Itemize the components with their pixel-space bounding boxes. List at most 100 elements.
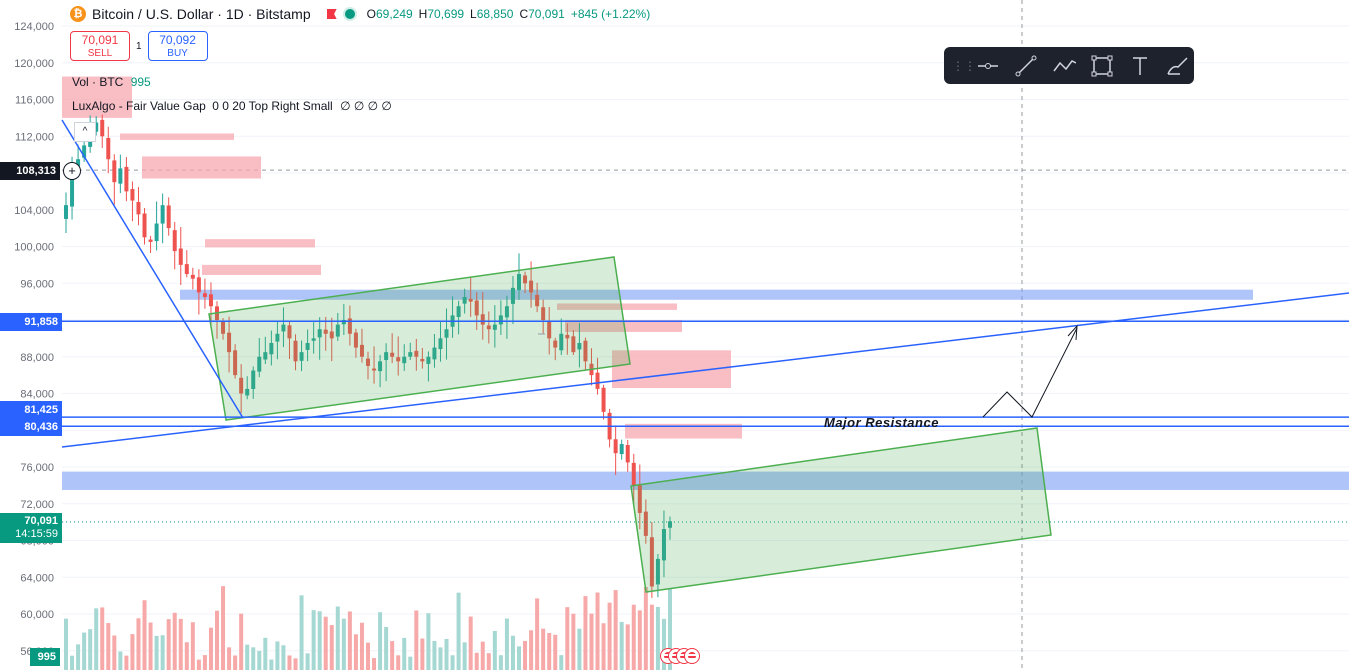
volume-bar xyxy=(535,598,540,670)
y-tick-label: 96,000 xyxy=(20,278,54,290)
volume-indicator-label: Vol · BTC xyxy=(72,75,124,89)
volume-bar xyxy=(462,642,467,670)
volume-indicator-legend[interactable]: Vol · BTC 995 xyxy=(72,75,151,89)
candle-body xyxy=(529,280,534,293)
path-icon[interactable] xyxy=(1052,54,1076,78)
candle-body xyxy=(492,324,497,330)
ohlc-close-value: 70,091 xyxy=(528,7,565,21)
candle-body xyxy=(601,387,606,412)
fvg-bear-zone xyxy=(205,239,315,248)
candle-body xyxy=(160,205,165,224)
volume-bar xyxy=(408,656,413,670)
candle-body xyxy=(245,388,250,396)
volume-bar xyxy=(613,590,618,670)
green-channel-lower xyxy=(630,427,1052,593)
fvg-indicator-legend[interactable]: LuxAlgo - Fair Value Gap 0 0 20 Top Righ… xyxy=(72,99,392,113)
economic-events[interactable] xyxy=(660,648,700,664)
fvg-bear-zone xyxy=(142,156,261,179)
candle-body xyxy=(76,159,81,167)
flag-icon[interactable] xyxy=(326,9,337,19)
symbol-title[interactable]: Bitcoin / U.S. Dollar · 1D · Bitstamp xyxy=(92,6,311,22)
blue-zone xyxy=(62,471,1349,490)
volume-bar xyxy=(504,618,509,670)
candle-body xyxy=(281,324,286,332)
candle-body xyxy=(329,331,334,339)
volume-bar xyxy=(353,634,358,670)
volume-bar xyxy=(148,622,153,670)
y-axis[interactable]: 124,000120,000116,000112,000108,000104,0… xyxy=(14,21,54,658)
grip-icon[interactable]: ⋮⋮ xyxy=(952,58,976,73)
brush-icon[interactable] xyxy=(1166,54,1190,78)
volume-bar xyxy=(287,655,292,670)
candle-body xyxy=(619,444,624,455)
y-tick-label: 120,000 xyxy=(14,58,54,70)
fvg-bear-zone xyxy=(565,320,682,332)
drawing-toolbar: ⋮⋮ xyxy=(944,47,1194,84)
last-price-tag: 70,091 14:15:59 xyxy=(0,513,62,543)
volume-bar xyxy=(529,630,534,670)
volume-bar xyxy=(196,659,201,670)
us-flag-icon[interactable] xyxy=(684,648,700,664)
volume-bar xyxy=(221,586,226,670)
collapse-legend-button[interactable]: ^ xyxy=(74,122,96,142)
candle-body xyxy=(305,342,310,350)
level-tag-80436: 80,436 xyxy=(0,418,62,436)
volume-bar xyxy=(347,611,352,670)
ohlc-open-key: O xyxy=(366,7,376,21)
add-alert-plus-icon[interactable]: + xyxy=(63,162,81,180)
volume-bar xyxy=(245,644,250,670)
volume-bar xyxy=(498,655,503,670)
volume-bar xyxy=(517,646,521,670)
volume-bar xyxy=(492,630,497,670)
volume-bar xyxy=(184,642,189,670)
volume-bar xyxy=(366,642,370,670)
volume-bar xyxy=(486,653,491,670)
rectangle-icon[interactable] xyxy=(1090,54,1114,78)
candle-body xyxy=(172,230,177,252)
candle-body xyxy=(414,350,419,357)
candle-body xyxy=(396,357,401,362)
candle-body xyxy=(233,350,238,376)
volume-bar xyxy=(281,645,286,670)
candle-body xyxy=(468,298,473,302)
candle-body xyxy=(202,293,207,298)
candle-body xyxy=(565,334,570,339)
candle-body xyxy=(366,358,370,366)
volume-bar xyxy=(668,588,672,670)
candle-body xyxy=(353,332,358,348)
volume-bar xyxy=(565,607,570,670)
y-tick-label: 60,000 xyxy=(20,609,54,621)
bar-countdown: 14:15:59 xyxy=(15,528,58,540)
candle-body xyxy=(559,333,564,351)
horizontal-line-icon[interactable] xyxy=(976,54,1000,78)
sell-button[interactable]: 70,091 SELL xyxy=(70,31,130,61)
volume-bar xyxy=(251,647,256,670)
volume-bar xyxy=(323,616,328,670)
level-tag-81425: 81,425 xyxy=(0,401,62,419)
buy-button[interactable]: 70,092 BUY xyxy=(147,31,208,61)
candle-body xyxy=(535,294,540,307)
grid-lines xyxy=(62,0,1349,670)
candle-body xyxy=(504,306,509,318)
volume-bar xyxy=(94,608,99,670)
candle-body xyxy=(655,558,660,585)
candle-body xyxy=(124,166,129,192)
volume-bar xyxy=(341,618,346,670)
green-channel-upper xyxy=(208,256,631,421)
text-icon[interactable] xyxy=(1128,54,1152,78)
candle-body xyxy=(553,340,558,348)
volume-bar xyxy=(601,623,606,670)
volume-bar xyxy=(112,635,117,670)
candle-body xyxy=(335,324,340,337)
candle-body xyxy=(637,485,642,513)
major-resistance-label[interactable]: Major Resistance xyxy=(824,415,939,430)
drawings-layer[interactable] xyxy=(61,119,1349,593)
volume-bar xyxy=(359,622,364,670)
candle-body xyxy=(190,274,195,279)
trend-line-icon[interactable] xyxy=(1014,54,1038,78)
volume-bar xyxy=(643,587,648,670)
volume-bar xyxy=(227,647,232,670)
candle-body xyxy=(595,372,600,389)
projection-arrow-path xyxy=(982,327,1078,418)
